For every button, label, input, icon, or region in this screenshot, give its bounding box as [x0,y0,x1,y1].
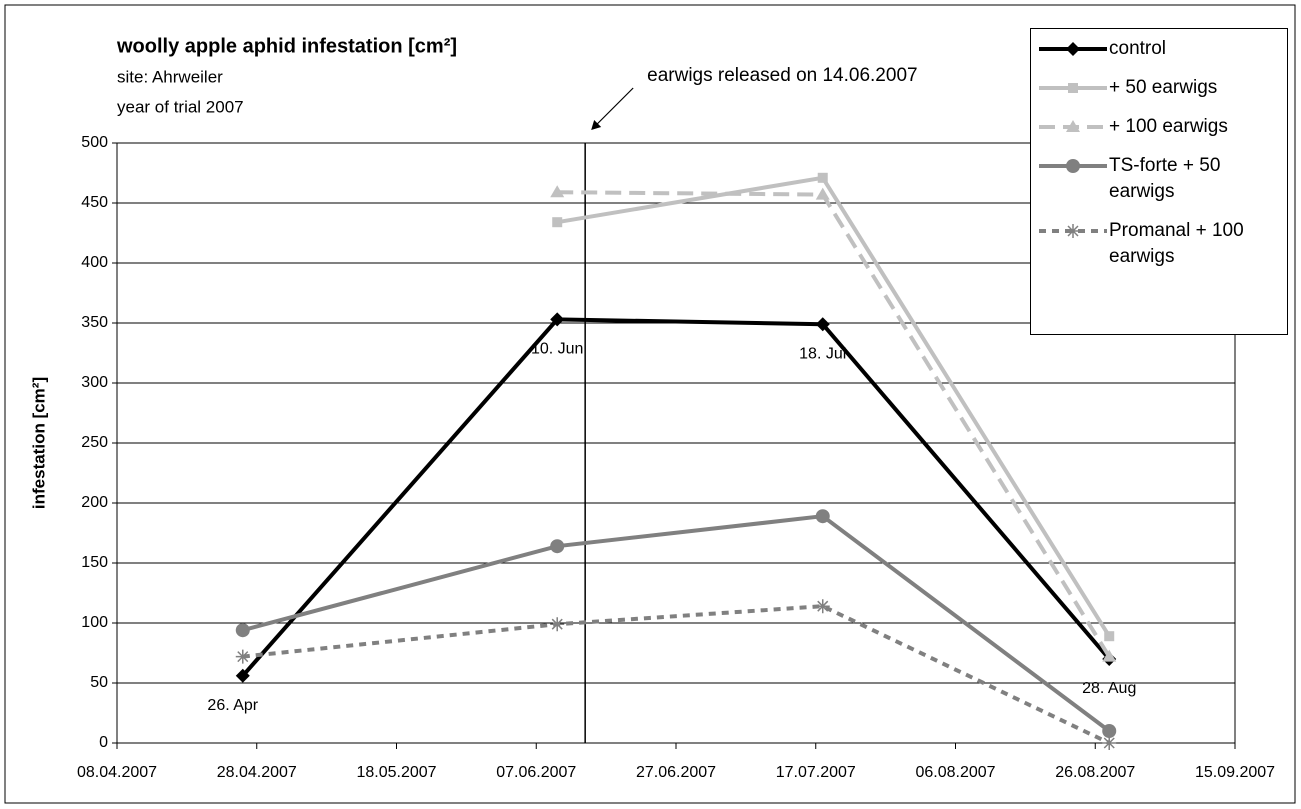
point-label: 28. Aug [1082,680,1136,697]
marker [1066,120,1080,132]
x-tick-label: 28.04.2007 [217,764,297,781]
legend-entry: control [1037,37,1281,62]
arrow-head [591,120,602,130]
marker [550,185,565,198]
x-tick-label: 07.06.2007 [496,764,576,781]
legend-label: Promanal + 100 earwigs [1109,220,1244,267]
marker [235,668,250,683]
marker [550,617,565,632]
annotation-arrow [594,87,634,127]
marker [815,509,830,524]
marker [1066,159,1080,173]
annotation: earwigs released on 14.06.2007 [647,65,917,86]
legend-label: control [1109,38,1167,59]
marker [235,649,250,664]
marker [815,599,830,614]
legend-label: TS-forte + 50 earwigs [1109,155,1221,202]
marker [1102,724,1117,738]
y-tick-label: 0 [99,734,108,751]
x-tick-label: 06.08.2007 [915,764,995,781]
y-tick-label: 400 [81,254,108,271]
legend-entry: + 100 earwigs [1037,115,1281,140]
marker [1102,649,1117,662]
x-tick-label: 26.08.2007 [1055,764,1135,781]
marker [550,539,565,554]
marker [1066,42,1080,56]
point-label: 26. Apr [207,697,258,714]
marker [552,217,563,228]
legend: control + 50 earwigs + 100 earwigs TS-forte… [1030,28,1288,335]
legend-label: + 50 earwigs [1109,77,1218,98]
series-line [557,190,1111,658]
legend-key [1039,159,1107,173]
x-tick-label: 27.06.2007 [636,764,716,781]
marker [1066,224,1080,238]
legend-key [1039,83,1107,93]
series-line [242,604,1111,745]
x-tick-label: 18.05.2007 [356,764,436,781]
y-tick-label: 50 [90,674,108,691]
marker [815,317,830,332]
chart-title: woolly apple aphid infestation [cm²] [116,35,457,57]
legend-entry: Promanal + 100 earwigs [1037,219,1281,270]
series-line [556,175,1111,638]
frame [4,4,1296,804]
legend-entry: TS-forte + 50 earwigs [1037,154,1281,205]
x-tick-label: 08.04.2007 [77,764,157,781]
subtitle: year of trial 2007 [117,97,244,116]
subtitle: site: Ahrweiler [117,67,223,86]
point-label: 18. Jul [799,345,846,362]
legend-key [1039,120,1107,132]
y-tick-label: 350 [81,314,108,331]
y-tick-label: 200 [81,494,108,511]
x-tick-label: 17.07.2007 [776,764,856,781]
series-line [242,514,1111,733]
legend-key [1039,42,1107,56]
y-tick-label: 450 [81,194,108,211]
series-line [241,317,1111,678]
y-tick-label: 500 [81,134,108,151]
marker [235,623,250,638]
x-tick-label: 15.09.2007 [1195,764,1275,781]
y-axis-label: infestation [cm²] [29,377,48,509]
legend-entry: + 50 earwigs [1037,76,1281,101]
legend-key [1039,224,1107,238]
legend-label: + 100 earwigs [1109,116,1228,137]
marker [550,312,565,327]
marker [1102,736,1117,750]
y-tick-label: 300 [81,374,108,391]
y-tick-label: 150 [81,554,108,571]
point-label: 10. Jun [531,341,583,358]
y-tick-label: 250 [81,434,108,451]
marker [1104,631,1115,642]
marker [817,172,828,183]
marker [815,187,830,200]
y-tick-label: 100 [81,614,108,631]
marker [1068,83,1078,93]
